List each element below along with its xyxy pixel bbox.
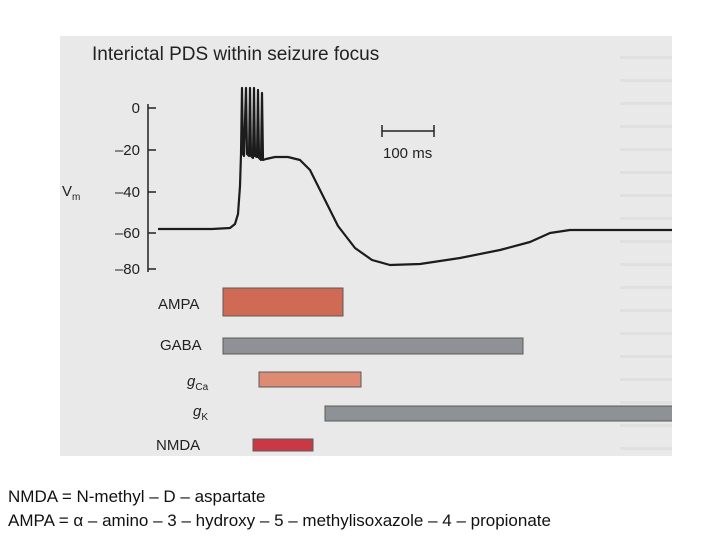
- membrane-potential-trace: [158, 86, 672, 267]
- scale-bar: [381, 125, 435, 137]
- y-tick-label: 0: [132, 100, 140, 117]
- scale-bar-label: 100 ms: [383, 145, 432, 162]
- caption-ampa: AMPA = α – amino – 3 – hydroxy – 5 – met…: [8, 511, 551, 530]
- pds-figure: Interictal PDS within seizure focus 0 –2…: [60, 36, 672, 456]
- bar-label: AMPA: [158, 296, 199, 313]
- bar-label: gCa: [187, 373, 209, 393]
- bar-label: GABA: [160, 337, 202, 354]
- bar-label: gK: [193, 403, 208, 423]
- y-tick-label: –80: [115, 261, 140, 278]
- background-texture: [620, 36, 672, 456]
- caption-nmda: NMDA = N-methyl – D – aspartate: [8, 487, 266, 506]
- bar-gk: [324, 405, 672, 422]
- y-tick-label: –40: [115, 184, 140, 201]
- bar-label: NMDA: [156, 437, 200, 454]
- bar-ampa: [222, 287, 344, 317]
- y-tick-label: –20: [115, 142, 140, 159]
- figure-title: Interictal PDS within seizure focus: [92, 44, 379, 65]
- bar-gca: [258, 371, 362, 388]
- pds-diagram: Interictal PDS within seizure focus 0 –2…: [62, 44, 672, 454]
- y-axis-label: Vm: [62, 183, 80, 203]
- bar-gaba: [222, 337, 524, 355]
- y-ticks: [148, 107, 156, 270]
- bar-nmda: [252, 438, 314, 452]
- y-tick-label: –60: [115, 225, 140, 242]
